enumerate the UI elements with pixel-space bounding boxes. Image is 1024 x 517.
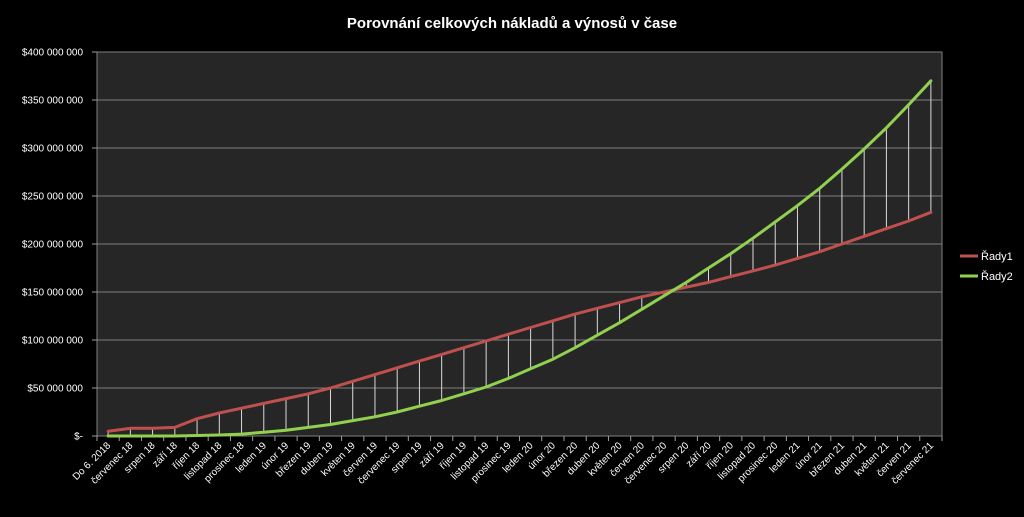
y-tick-label: $300 000 000 [22, 144, 84, 155]
y-tick-label: $150 000 000 [22, 288, 84, 299]
series-line-2 [106, 79, 933, 438]
chart-title: Porovnání celkových nákladů a výnosů v č… [346, 15, 678, 32]
legend-label: Řady1 [981, 250, 1013, 263]
y-tick-label: $250 000 000 [22, 192, 84, 203]
y-tick-label: $50 000 000 [27, 384, 83, 395]
y-tick-label: $200 000 000 [22, 240, 84, 251]
legend-label: Řady2 [981, 270, 1013, 283]
y-tick-label: $- [74, 432, 83, 443]
y-tick-label: $350 000 000 [22, 96, 84, 107]
y-tick-label: $100 000 000 [22, 336, 84, 347]
series-line-1 [106, 210, 933, 433]
y-tick-label: $400 000 000 [22, 48, 84, 59]
